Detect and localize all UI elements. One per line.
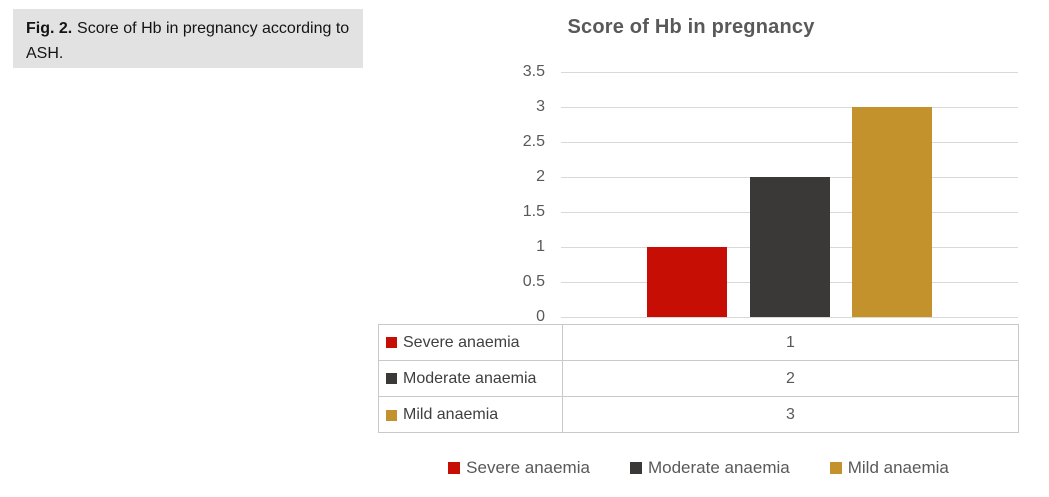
table-series-cell: Moderate anaemia — [379, 361, 562, 396]
y-tick-label: 1.5 — [522, 203, 545, 220]
figure-caption-text: Score of Hb in pregnancy according to AS… — [26, 20, 350, 62]
y-axis: 3.5 3 2.5 2 1.5 1 0.5 0 — [465, 63, 545, 325]
legend-label: Mild anaemia — [847, 458, 949, 477]
series-value: 1 — [562, 325, 1018, 360]
legend-item-mild-anaemia: Mild anaemia — [829, 458, 949, 478]
legend-key-icon — [386, 373, 397, 384]
series-label: Moderate anaemia — [403, 369, 537, 387]
y-tick-label: 0 — [536, 308, 545, 325]
legend-swatch-icon — [629, 462, 642, 474]
series-value: 2 — [562, 361, 1018, 396]
legend: Severe anaemia Moderate anaemia Mild anaem… — [378, 457, 1019, 479]
legend-key-icon — [386, 409, 397, 421]
y-tick-label: 0.5 — [522, 273, 545, 290]
legend-swatch-icon — [829, 462, 842, 474]
legend-item-moderate-anaemia: Moderate anaemia — [629, 458, 790, 478]
gridline — [561, 107, 1018, 108]
table-series-cell: Severe anaemia — [379, 325, 562, 360]
chart-title: Score of Hb in pregnancy — [567, 16, 815, 38]
bar-moderate-anaemia — [750, 177, 830, 317]
series-label: Mild anaemia — [403, 406, 499, 423]
y-tick-label: 2 — [536, 168, 545, 185]
plot-area — [561, 72, 1018, 318]
series-value: 3 — [562, 397, 1018, 433]
y-tick-label: 3.5 — [522, 63, 545, 80]
y-tick-label: 2.5 — [522, 133, 545, 150]
figure-caption-label: Fig. 2. — [26, 20, 73, 37]
series-label: Severe anaemia — [403, 333, 520, 351]
gridline — [561, 142, 1018, 143]
y-tick-label: 1 — [536, 238, 545, 255]
legend-key-icon — [386, 337, 397, 348]
figure-caption: Fig. 2. Score of Hb in pregnancy accordin… — [13, 9, 363, 68]
gridline — [561, 317, 1018, 318]
y-tick-label: 3 — [536, 98, 545, 115]
legend-swatch-icon — [448, 462, 461, 474]
legend-item-severe-anaemia: Severe anaemia — [448, 458, 590, 478]
legend-label: Severe anaemia — [466, 458, 590, 477]
table-series-cell: Mild anaemia — [379, 397, 562, 433]
table-row: Mild anaemia 3 — [379, 397, 1018, 433]
legend-label: Moderate anaemia — [647, 458, 790, 477]
bar-severe-anaemia — [647, 247, 727, 317]
table-row: Moderate anaemia 2 — [379, 361, 1018, 397]
gridline — [561, 72, 1018, 73]
table-row: Severe anaemia 1 — [379, 325, 1018, 361]
data-table: Severe anaemia 1 Moderate anaemia 2 Mild ana… — [378, 324, 1019, 433]
bar-mild-anaemia — [852, 107, 932, 317]
